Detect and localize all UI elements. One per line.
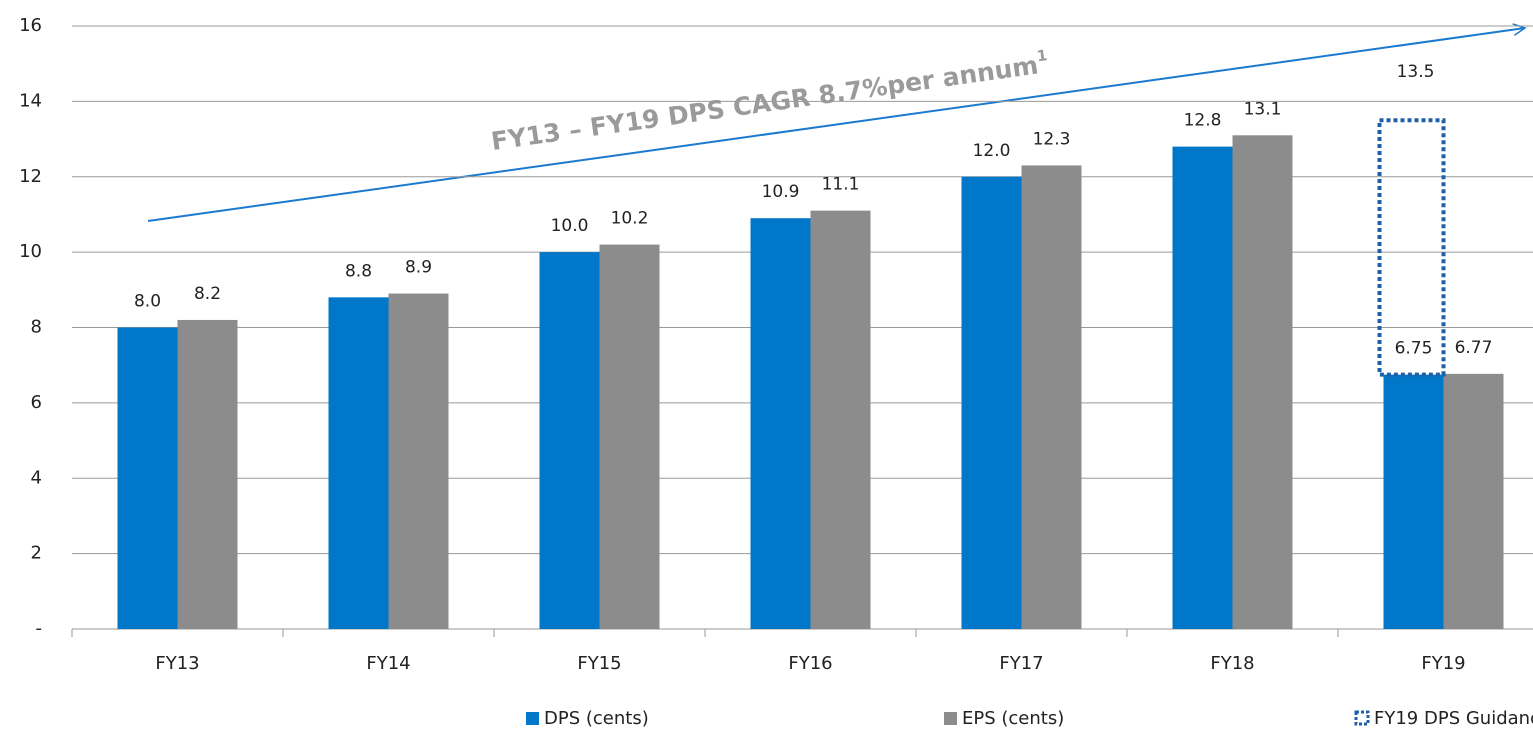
value-label: 8.0 <box>134 292 161 312</box>
value-label: 10.9 <box>762 182 800 202</box>
y-tick-label: 2 <box>31 543 42 564</box>
y-tick-label: 10 <box>19 241 42 262</box>
annotation-text: FY13 – FY19 DPS CAGR 8.7%per annum <box>489 50 1040 156</box>
value-label: 8.9 <box>405 258 432 278</box>
bar <box>328 297 389 629</box>
guidance-box <box>1377 118 1446 377</box>
legend-label: FY19 DPS Guidance <box>1374 708 1533 729</box>
value-label: 8.8 <box>345 261 372 281</box>
annotation-superscript: 1 <box>1035 46 1048 65</box>
bar <box>599 244 660 629</box>
guidance-label: 13.5 <box>1397 62 1435 82</box>
x-tick-label: FY17 <box>999 653 1043 674</box>
x-tick-label: FY15 <box>577 653 621 674</box>
value-label: 8.2 <box>194 284 221 304</box>
x-tick-label: FY16 <box>788 653 832 674</box>
y-tick-label: 4 <box>31 467 42 488</box>
legend-swatch <box>526 712 539 725</box>
value-label: 11.1 <box>822 175 860 195</box>
x-tick-label: FY18 <box>1210 653 1254 674</box>
value-label: 12.0 <box>973 141 1011 161</box>
x-tick-label: FY14 <box>366 653 410 674</box>
legend-swatch <box>1354 710 1370 726</box>
bar <box>117 327 178 629</box>
plot: - 2 4 6 8 10 12 14 16 FY13 8.0 8.2 FY14 8.8 8.9 FY15 10.… <box>19 15 1533 729</box>
bar <box>388 293 449 629</box>
annotation: FY13 – FY19 DPS CAGR 8.7%per annum1 <box>489 46 1051 156</box>
bar <box>1443 373 1504 629</box>
value-label: 12.8 <box>1184 111 1222 131</box>
value-label: 6.77 <box>1455 338 1493 358</box>
bar <box>177 319 238 629</box>
value-label: 6.75 <box>1395 339 1433 359</box>
y-tick-label: 16 <box>19 15 42 36</box>
y-tick-label: 6 <box>31 392 42 413</box>
x-tick-label: FY13 <box>155 653 199 674</box>
value-label: 12.3 <box>1033 129 1071 149</box>
trend-arrow <box>147 28 1525 222</box>
legend-label: DPS (cents) <box>544 708 649 729</box>
bar <box>810 210 871 629</box>
legend-label: EPS (cents) <box>962 708 1064 729</box>
bar <box>539 252 600 629</box>
y-tick-label: 14 <box>19 90 42 111</box>
value-label: 10.0 <box>551 216 589 236</box>
bar <box>750 218 811 630</box>
y-tick-label: - <box>36 618 43 639</box>
y-tick-label: 12 <box>19 166 42 187</box>
bar <box>1172 146 1233 629</box>
value-label: 10.2 <box>611 209 649 229</box>
legend: DPS (cents) EPS (cents) FY19 DPS Guidance <box>526 708 1533 729</box>
x-tick-label: FY19 <box>1421 653 1465 674</box>
y-tick-label: 8 <box>31 317 42 338</box>
bar <box>1383 374 1444 629</box>
bar <box>1232 135 1293 629</box>
value-label: 13.1 <box>1244 99 1282 119</box>
bar <box>961 176 1022 629</box>
legend-swatch <box>944 712 957 725</box>
bar <box>1021 165 1082 629</box>
